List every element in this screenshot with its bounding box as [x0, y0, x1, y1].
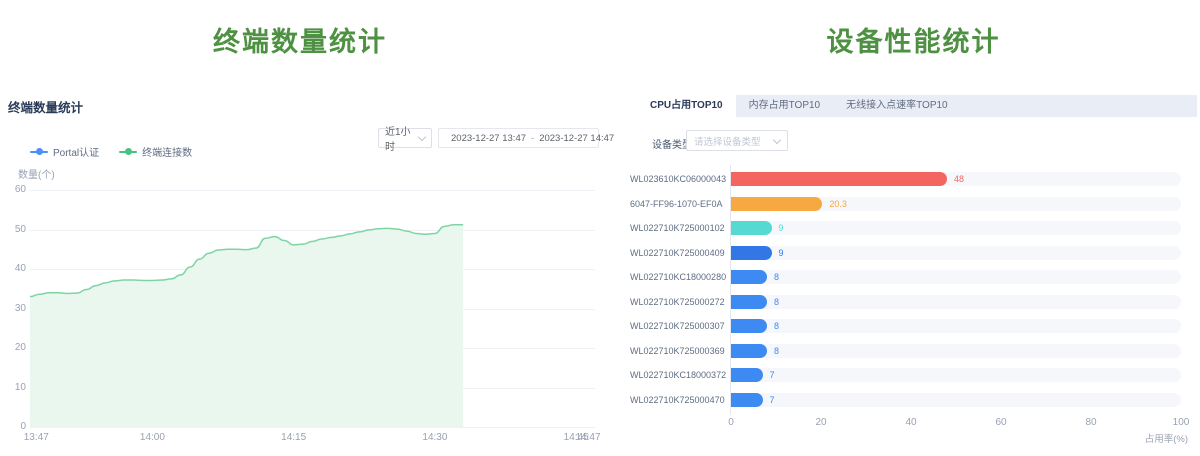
- bar-value-label: 7: [770, 395, 775, 405]
- tab-bar: CPU占用TOP10内存占用TOP10无线接入点速率TOP10: [637, 95, 1197, 117]
- bar-category-label: WL022710KC18000372: [630, 370, 722, 380]
- bar[interactable]: [731, 246, 772, 260]
- bar-category-label: WL022710K725000369: [630, 346, 722, 356]
- bar-category-label: WL022710KC18000280: [630, 272, 722, 282]
- bar-track: [731, 246, 1181, 260]
- x-tick-label: 100: [1173, 417, 1190, 428]
- x-tick-label: 40: [905, 417, 916, 428]
- device-type-placeholder: 请选择设备类型: [694, 134, 761, 148]
- bar-value-label: 48: [954, 174, 964, 184]
- bar-track: [731, 393, 1181, 407]
- line-chart: 010203040506013:4714:0014:1514:3014:4514…: [0, 185, 600, 456]
- bar[interactable]: [731, 270, 767, 284]
- y-axis-title: 数量(个): [18, 166, 55, 181]
- bar-value-label: 7: [770, 370, 775, 380]
- bar-category-label: WL022710K725000470: [630, 395, 722, 405]
- time-range-value: 近1小时: [385, 123, 419, 153]
- bar-track: [731, 295, 1181, 309]
- legend-item[interactable]: Portal认证: [30, 144, 99, 159]
- bar-value-label: 8: [774, 321, 779, 331]
- bar-track: [731, 221, 1181, 235]
- date-end: 2023-12-27 14:47: [539, 133, 614, 144]
- legend-marker-icon: [30, 151, 48, 153]
- device-type-select[interactable]: 请选择设备类型: [686, 130, 788, 151]
- bar[interactable]: [731, 172, 947, 186]
- bar-category-label: WL022710K725000272: [630, 297, 722, 307]
- bar-value-label: 20.3: [829, 199, 847, 209]
- bar[interactable]: [731, 295, 767, 309]
- chevron-down-icon: [773, 135, 781, 143]
- tab-2[interactable]: 无线接入点速率TOP10: [833, 95, 961, 117]
- legend-item[interactable]: 终端连接数: [119, 144, 192, 159]
- bar-category-label: 6047-FF96-1070-EF0A: [630, 199, 722, 209]
- bar-chart: WL023610KC06000043 48 6047-FF96-1070-EF0A 2…: [630, 165, 1200, 456]
- bar[interactable]: [731, 319, 767, 333]
- bar-value-label: 9: [779, 223, 784, 233]
- date-range-picker[interactable]: 2023-12-27 13:47 - 2023-12-27 14:47: [438, 128, 599, 148]
- bar-value-label: 8: [774, 346, 779, 356]
- x-tick-label: 0: [728, 417, 734, 428]
- bar-category-label: WL022710K725000409: [630, 248, 722, 258]
- chevron-down-icon: [418, 133, 426, 141]
- bar-track: [731, 319, 1181, 333]
- bar-value-label: 8: [774, 297, 779, 307]
- x-tick-label: 60: [995, 417, 1006, 428]
- bar[interactable]: [731, 368, 763, 382]
- bar-track: [731, 344, 1181, 358]
- bar[interactable]: [731, 344, 767, 358]
- line-chart-canvas: [0, 185, 600, 445]
- legend-marker-icon: [119, 151, 137, 153]
- bar-track: [731, 368, 1181, 382]
- x-tick-label: 20: [815, 417, 826, 428]
- bar-category-label: WL022710K725000102: [630, 223, 722, 233]
- time-range-select[interactable]: 近1小时: [378, 128, 432, 148]
- bar-category-label: WL022710K725000307: [630, 321, 722, 331]
- bar-value-label: 8: [774, 272, 779, 282]
- bar-category-label: WL023610KC06000043: [630, 174, 722, 184]
- performance-dashboard: 终端数量统计 终端数量统计 近1小时 2023-12-27 13:47 - 20…: [0, 0, 1200, 456]
- date-separator: -: [531, 133, 534, 144]
- area-fill: [30, 225, 463, 427]
- date-start: 2023-12-27 13:47: [451, 133, 526, 144]
- legend-label: 终端连接数: [142, 144, 192, 159]
- legend-label: Portal认证: [53, 144, 99, 159]
- bar[interactable]: [731, 197, 822, 211]
- left-page-title: 终端数量统计: [0, 20, 600, 59]
- tab-1[interactable]: 内存占用TOP10: [736, 95, 834, 117]
- x-axis-title: 占用率(%): [1145, 431, 1188, 445]
- right-page-title: 设备性能统计: [630, 20, 1197, 59]
- bar-track: [731, 270, 1181, 284]
- tab-0[interactable]: CPU占用TOP10: [637, 95, 736, 117]
- bar-value-label: 9: [779, 248, 784, 258]
- bar[interactable]: [731, 221, 772, 235]
- line-chart-legend: Portal认证 终端连接数: [30, 144, 192, 159]
- x-tick-label: 80: [1085, 417, 1096, 428]
- terminal-stats-heading: 终端数量统计: [8, 97, 83, 116]
- bar[interactable]: [731, 393, 763, 407]
